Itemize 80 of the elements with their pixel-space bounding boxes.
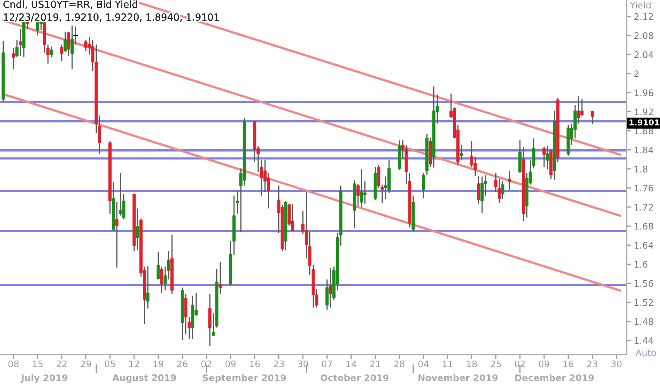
y-tick-label: 1.68 [634,223,654,230]
candlestick [364,180,367,204]
y-tick-label: 1.56 [634,280,654,288]
text: 1.9101 [630,120,660,126]
candlestick [542,146,546,168]
candlestick [70,25,74,70]
candlestick [577,96,580,124]
x-tick-label: 15 [33,360,43,368]
x-tick-label: 02 [202,360,212,368]
candlestick [160,266,164,294]
y-tick-label: 1.64 [634,242,654,249]
y-axis-title: Yield [630,2,651,9]
y-tick-label: 1.76 [634,184,654,192]
y-tick-label: 1.96 [634,90,654,96]
candlestick [136,208,140,252]
y-tick-label: 1.92 [634,108,654,116]
x-tick-label: 05 [105,360,116,368]
candlestick [398,140,402,171]
y-tick-label: 1.52 [634,299,654,306]
candlestick [84,39,88,52]
y-tick-label: 1.6 [634,261,648,268]
text: Auto [636,350,656,356]
candlestick [43,21,46,54]
candlestick [116,202,119,268]
chart-title: Cndl, US10YT=RR, Bid Yield [4,0,138,10]
x-tick-label: 22 [56,360,67,368]
y-tick-label: 1.44 [634,338,654,344]
x2-tick-label: December 2019 [516,374,594,382]
x2-tick-label: August 2019 [112,374,176,384]
x-tick-label: 28 [394,360,405,368]
candlestick [191,295,195,340]
x-tick-label: 30 [298,360,308,368]
x-tick-label: 07 [322,360,332,368]
x-tick-label: 09 [539,360,550,368]
candlestick [501,180,505,200]
x2-tick-label: October 2019 [320,374,389,382]
candlestick [477,176,480,204]
candlestick [208,293,212,347]
y-tick-label: 1.48 [634,318,654,326]
x-tick-label: 11 [443,360,453,368]
candlestick [19,28,22,57]
candlestick [329,268,332,308]
x2-tick-label: July 2019 [20,374,68,384]
candlestick [184,293,188,336]
x-tick-label: 14 [346,360,357,368]
x2-tick-label: September 2019 [203,374,286,384]
x-tick-label: 25 [491,360,502,368]
x-tick-label: 04 [418,360,429,368]
y-tick-label: 1.72 [634,204,654,211]
x-tick-label: 23 [587,360,598,368]
candlestick [360,169,364,208]
x-tick-label: 09 [226,360,236,368]
candlestick [590,110,594,125]
x-tick-label: 12 [130,360,140,368]
candlestick [546,146,550,170]
y-tick-label: 2 [634,70,639,78]
x-tick-label: 16 [564,360,574,368]
y-tick-label: 2.08 [634,32,654,40]
candlestick [508,170,512,191]
y-tick-label: 1.84 [634,146,654,154]
candlestick [218,262,222,295]
candlestick [580,99,584,117]
x-tick-label: 16 [250,360,260,368]
x-tick-label: 21 [370,360,380,368]
x-tick-label: 08 [8,360,19,368]
x-tick-label: 26 [178,360,188,368]
y-tick-label: 2.12 [634,13,654,20]
candlestick [291,203,294,232]
candlestick [50,46,54,58]
x-tick-label: 23 [274,360,284,368]
y-tick-label: 1.8 [634,166,648,173]
y-tick-label: 2.04 [634,52,654,58]
candlestick [480,176,484,214]
x2-tick-label: November 2019 [418,374,498,382]
candlestick [460,144,464,162]
x-tick-label: 29 [81,360,92,368]
x-tick-label: 19 [154,360,164,368]
x-tick-label: 18 [467,360,478,368]
x-tick-label: 30 [612,360,622,368]
x-tick-label: 02 [515,360,526,368]
